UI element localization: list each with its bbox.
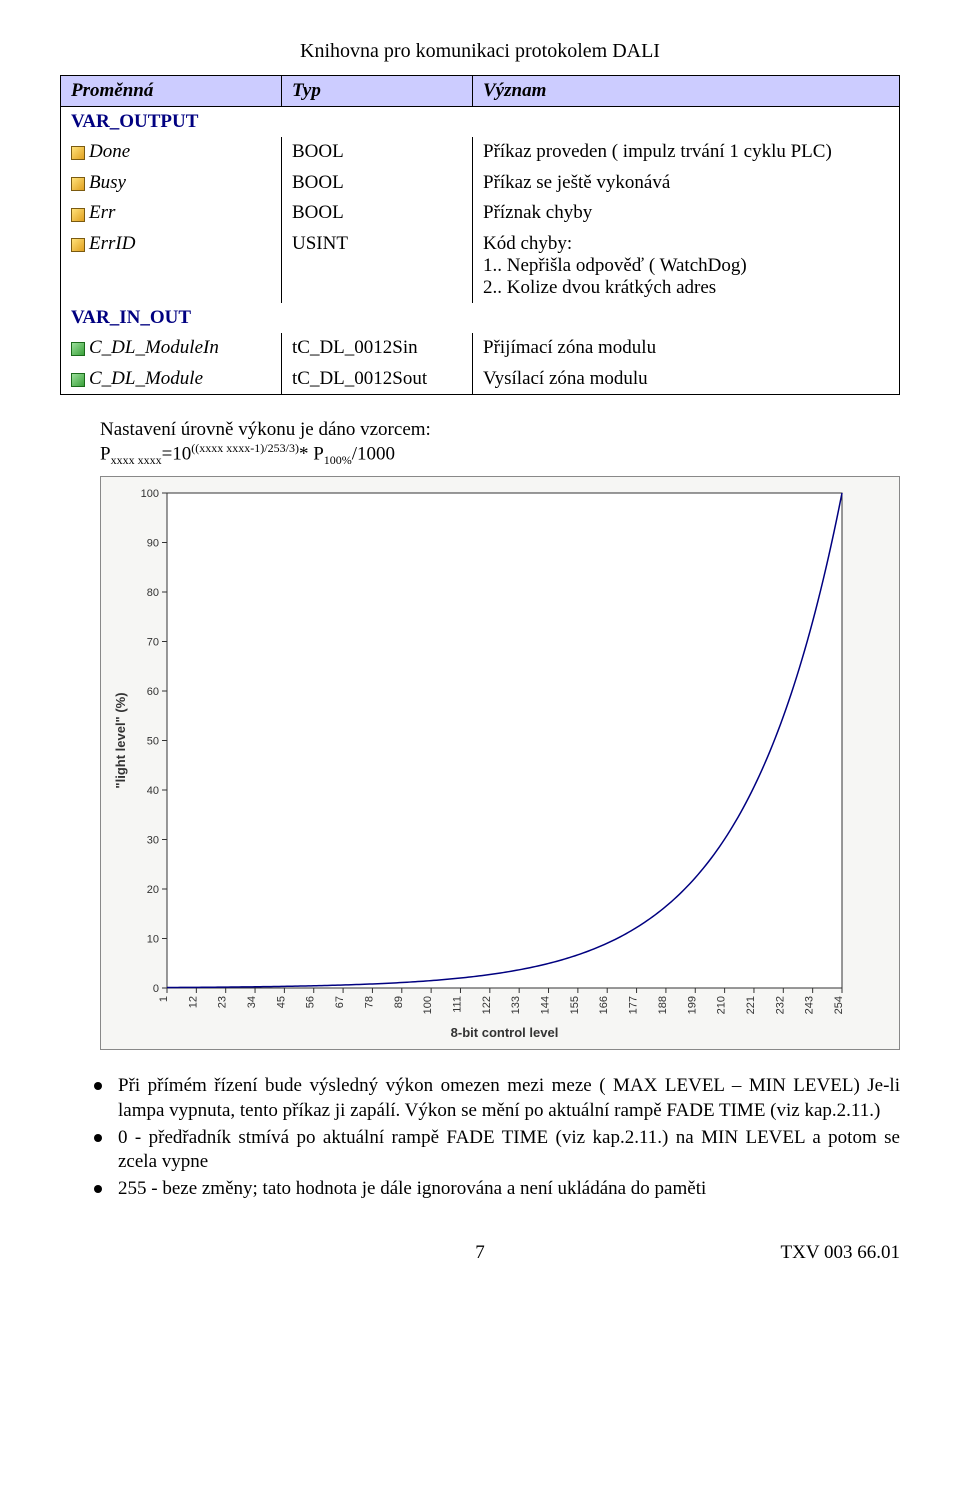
var-type: BOOL xyxy=(282,168,473,199)
var-type: USINT xyxy=(282,229,473,303)
svg-text:80: 80 xyxy=(147,587,159,599)
svg-text:232: 232 xyxy=(774,996,786,1014)
variables-table: Proměnná Typ Význam VAR_OUTPUTDoneBOOLPř… xyxy=(60,75,900,395)
var-desc: Přijímací zóna modulu xyxy=(473,333,900,364)
var-type: tC_DL_0012Sout xyxy=(282,364,473,395)
section-VAR_IN_OUT: VAR_IN_OUT xyxy=(61,303,900,333)
svg-text:78: 78 xyxy=(363,996,375,1008)
var-name: Busy xyxy=(61,168,282,199)
th-desc: Význam xyxy=(473,76,900,107)
svg-text:40: 40 xyxy=(147,785,159,797)
svg-text:0: 0 xyxy=(153,983,159,995)
light-level-chart: 0 10 20 30 40 50 60 70 80 90 100 1 12 23 34 45 56 67 78 89 1… xyxy=(107,483,857,1043)
svg-text:254: 254 xyxy=(833,996,845,1014)
chart-container: 0 10 20 30 40 50 60 70 80 90 100 1 12 23 34 45 56 67 78 89 1… xyxy=(100,476,900,1050)
svg-text:144: 144 xyxy=(540,996,552,1014)
svg-text:34: 34 xyxy=(246,996,258,1008)
svg-text:30: 30 xyxy=(147,835,159,847)
footer-code: TXV 003 66.01 xyxy=(781,1242,900,1264)
var-desc: Příkaz se ještě vykonává xyxy=(473,168,900,199)
th-type: Typ xyxy=(282,76,473,107)
var-desc: Příkaz proveden ( impulz trvání 1 cyklu … xyxy=(473,137,900,168)
formula-intro: Nastavení úrovně výkonu je dáno vzorcem: xyxy=(100,419,900,441)
svg-text:90: 90 xyxy=(147,538,159,550)
svg-text:67: 67 xyxy=(334,996,346,1008)
svg-text:1: 1 xyxy=(158,996,170,1002)
svg-text:111: 111 xyxy=(451,996,463,1013)
note-item: Při přímém řízení bude výsledný výkon om… xyxy=(118,1074,900,1123)
svg-text:45: 45 xyxy=(275,996,287,1008)
var-type: tC_DL_0012Sin xyxy=(282,333,473,364)
var-icon xyxy=(71,208,85,222)
section-VAR_OUTPUT: VAR_OUTPUT xyxy=(61,107,900,138)
note-item: 255 - beze změny; tato hodnota je dále i… xyxy=(118,1177,900,1202)
svg-text:210: 210 xyxy=(716,996,728,1014)
var-icon xyxy=(71,238,85,252)
svg-text:56: 56 xyxy=(305,996,317,1008)
page-number: 7 xyxy=(475,1242,485,1263)
svg-text:100: 100 xyxy=(422,996,434,1014)
formula-block: Nastavení úrovně výkonu je dáno vzorcem:… xyxy=(100,419,900,468)
var-name: Done xyxy=(61,137,282,168)
th-name: Proměnná xyxy=(61,76,282,107)
svg-text:10: 10 xyxy=(147,934,159,946)
svg-text:100: 100 xyxy=(141,488,159,500)
svg-text:89: 89 xyxy=(393,996,405,1008)
svg-text:133: 133 xyxy=(510,996,522,1014)
var-desc: Kód chyby:1.. Nepřišla odpověď ( WatchDo… xyxy=(473,229,900,303)
var-desc: Vysílací zóna modulu xyxy=(473,364,900,395)
var-icon xyxy=(71,373,85,387)
var-icon xyxy=(71,146,85,160)
svg-text:188: 188 xyxy=(657,996,669,1014)
svg-text:20: 20 xyxy=(147,884,159,896)
var-name: C_DL_Module xyxy=(61,364,282,395)
formula-expr: Pxxxx xxxx=10((xxxx xxxx-1)/253/3)* P100… xyxy=(100,441,900,468)
svg-text:8-bit control level: 8-bit control level xyxy=(451,1025,559,1040)
var-icon xyxy=(71,177,85,191)
var-desc: Příznak chyby xyxy=(473,198,900,229)
svg-text:122: 122 xyxy=(481,996,493,1014)
svg-text:70: 70 xyxy=(147,637,159,649)
var-type: BOOL xyxy=(282,137,473,168)
svg-text:23: 23 xyxy=(217,996,229,1008)
var-icon xyxy=(71,342,85,356)
var-name: C_DL_ModuleIn xyxy=(61,333,282,364)
var-name: ErrID xyxy=(61,229,282,303)
svg-text:"light level" (%): "light level" (%) xyxy=(113,693,128,789)
var-type: BOOL xyxy=(282,198,473,229)
note-item: 0 - předřadník stmívá po aktuální rampě … xyxy=(118,1126,900,1175)
svg-text:166: 166 xyxy=(598,996,610,1014)
svg-text:199: 199 xyxy=(686,996,698,1014)
doc-title: Knihovna pro komunikaci protokolem DALI xyxy=(60,40,900,63)
svg-text:221: 221 xyxy=(745,996,757,1014)
svg-text:177: 177 xyxy=(628,996,640,1014)
svg-text:60: 60 xyxy=(147,686,159,698)
svg-text:12: 12 xyxy=(187,996,199,1008)
svg-text:50: 50 xyxy=(147,736,159,748)
svg-text:155: 155 xyxy=(569,996,581,1014)
svg-text:243: 243 xyxy=(804,996,816,1014)
notes-list: Při přímém řízení bude výsledný výkon om… xyxy=(60,1074,900,1201)
footer: 7 TXV 003 66.01 xyxy=(60,1242,900,1264)
var-name: Err xyxy=(61,198,282,229)
